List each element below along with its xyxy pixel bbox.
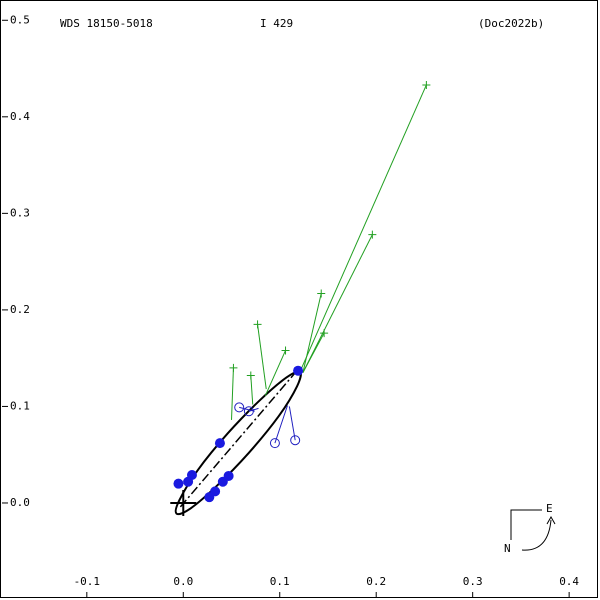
micrometer-residual bbox=[302, 293, 322, 373]
line-of-nodes bbox=[179, 371, 297, 508]
x-tick-label: 0.2 bbox=[366, 575, 386, 588]
y-tick-label: 0.0 bbox=[10, 496, 30, 509]
x-tick-label: 0.4 bbox=[559, 575, 579, 588]
micrometer-point bbox=[246, 371, 255, 380]
x-tick-label: 0.0 bbox=[173, 575, 193, 588]
y-tick-label: 0.1 bbox=[10, 399, 30, 412]
compass: E N bbox=[504, 502, 556, 555]
y-tick-label: 0.5 bbox=[10, 13, 30, 26]
chart-title: WDS 18150-5018 bbox=[60, 17, 153, 30]
speckle-point bbox=[173, 478, 184, 489]
micrometer-residual bbox=[302, 234, 373, 373]
micrometer-residual bbox=[231, 367, 234, 420]
y-tick-label: 0.3 bbox=[10, 206, 30, 219]
micrometer-point bbox=[368, 230, 377, 239]
micrometer-point bbox=[281, 346, 290, 355]
discoverer-code: I 429 bbox=[260, 17, 293, 30]
x-tick-label: -0.1 bbox=[74, 575, 101, 588]
micrometer-residual bbox=[299, 84, 427, 372]
compass-arrowhead bbox=[546, 515, 556, 525]
micrometer-point bbox=[253, 320, 262, 329]
x-tick-label: 0.3 bbox=[463, 575, 483, 588]
primary-star bbox=[170, 489, 197, 516]
reference: (Doc2022b) bbox=[478, 17, 544, 30]
micrometer-residual bbox=[264, 350, 286, 397]
speckle-point bbox=[223, 470, 234, 481]
micrometer-residual bbox=[257, 324, 267, 390]
compass-arrow bbox=[521, 519, 552, 551]
compass-axes bbox=[510, 509, 542, 540]
y-tick-label: 0.4 bbox=[10, 110, 30, 123]
visual-point bbox=[290, 435, 301, 446]
micrometer-point bbox=[317, 289, 326, 298]
speckle-point bbox=[214, 438, 225, 449]
micrometer-residual bbox=[250, 375, 254, 405]
visual-point bbox=[269, 438, 280, 449]
micrometer-residual bbox=[302, 332, 325, 373]
micrometer-point bbox=[229, 363, 238, 372]
speckle-point bbox=[293, 365, 304, 376]
micrometer-point bbox=[320, 329, 329, 338]
compass-north: N bbox=[504, 542, 511, 555]
orbit-ellipse bbox=[174, 370, 302, 516]
speckle-point bbox=[210, 486, 221, 497]
y-tick-label: 0.2 bbox=[10, 303, 30, 316]
visual-point bbox=[243, 406, 254, 417]
compass-east: E bbox=[546, 502, 553, 515]
visual-residual bbox=[274, 405, 288, 444]
visual-residual bbox=[288, 406, 296, 441]
visual-residual bbox=[248, 407, 259, 412]
speckle-point bbox=[183, 476, 194, 487]
x-tick-label: 0.1 bbox=[270, 575, 290, 588]
micrometer-point bbox=[422, 80, 431, 89]
visual-point bbox=[234, 402, 245, 413]
